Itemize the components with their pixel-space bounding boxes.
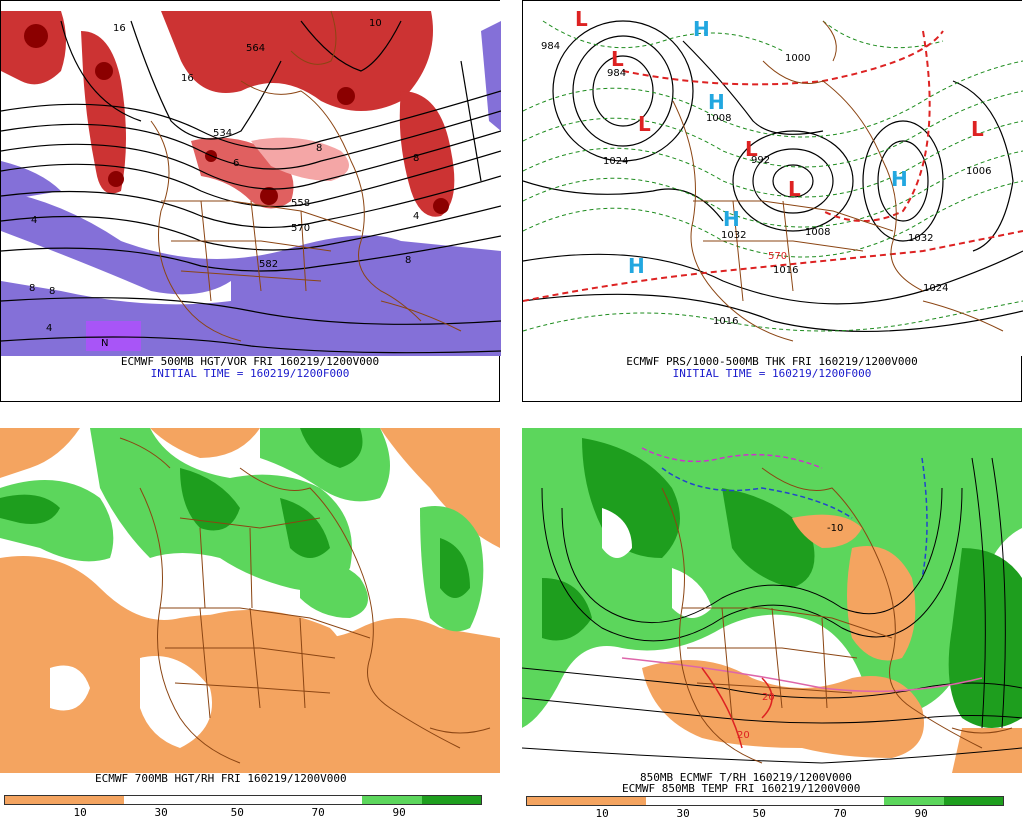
vor-label-6: 6 xyxy=(233,158,239,169)
panel-700mb-hgt-rh: ECMWF 700MB HGT/RH FRI 160219/1200V000 1… xyxy=(0,428,500,819)
vor-label-8d: 8 xyxy=(49,286,55,297)
vor-label-8a: 8 xyxy=(316,143,322,154)
colorbar-tick: 50 xyxy=(230,806,244,819)
low-symbol: L xyxy=(745,137,758,161)
isobar-label: 992 xyxy=(751,155,770,166)
colorbar-tick: 70 xyxy=(833,807,847,820)
high-symbol: H xyxy=(693,17,710,41)
vor-label-8c: 8 xyxy=(29,283,35,294)
pressure-thickness-map: L L L L L L H H H H H 984 984 1000 1008 … xyxy=(523,1,1023,356)
isobar-label: 1006 xyxy=(966,166,991,177)
isobar-label: 1024 xyxy=(603,156,628,167)
hgt-label-582: 582 xyxy=(259,259,278,270)
rh-colorbar-850-ticks: 10 30 50 70 90 xyxy=(526,807,1002,820)
high-symbol: H xyxy=(628,254,645,278)
panel4-title-1: 850MB ECMWF T/RH 160219/1200V000 xyxy=(640,771,852,784)
panel1-init-time: INITIAL TIME = 160219/1200F000 xyxy=(150,367,350,380)
rh-colorbar xyxy=(4,795,482,805)
vorticity-map: 534 558 570 582 564 16 16 10 8 8 6 4 4 8… xyxy=(1,1,501,356)
hgt-label-570: 570 xyxy=(291,223,310,234)
high-symbol: H xyxy=(891,167,908,191)
panel2-init-time: INITIAL TIME = 160219/1200F000 xyxy=(672,367,872,380)
vor-label-4b: 4 xyxy=(46,323,52,334)
isobar-label: 1016 xyxy=(713,316,738,327)
colorbar-tick: 10 xyxy=(595,807,609,820)
panel-500mb-hgt-vor: 534 558 570 582 564 16 16 10 8 8 6 4 4 8… xyxy=(0,0,501,402)
isobar-label: 1032 xyxy=(721,230,746,241)
hgt-label-534: 534 xyxy=(213,128,232,139)
isobar-label: 1032 xyxy=(908,233,933,244)
vor-label-16b: 16 xyxy=(181,73,194,84)
vor-label-10: 10 xyxy=(369,18,382,29)
thickness-label: 570 xyxy=(768,251,787,262)
panel1-title: ECMWF 500MB HGT/VOR FRI 160219/1200V000 xyxy=(120,355,380,368)
rh-colorbar-850 xyxy=(526,796,1004,806)
colorbar-tick: 30 xyxy=(676,807,690,820)
dry-region-850 xyxy=(642,660,924,758)
vor-label-4a: 4 xyxy=(31,215,37,226)
temp-label: -10 xyxy=(827,523,843,534)
panel-sfc-prs-thk: L L L L L L H H H H H 984 984 1000 1008 … xyxy=(522,0,1023,402)
colorbar-tick: 30 xyxy=(154,806,168,819)
panel-850mb-t-rh: -10 20 20 850MB ECMWF T/RH 160219/1200V0… xyxy=(522,428,1022,820)
colorbar-tick: 90 xyxy=(914,807,928,820)
high-symbol: H xyxy=(723,207,740,231)
low-symbol: L xyxy=(788,177,801,201)
rh-colorbar-ticks: 10 30 50 70 90 xyxy=(4,806,480,819)
temp-label: 20 xyxy=(737,730,750,741)
panel2-title: ECMWF PRS/1000-500MB THK FRI 160219/1200… xyxy=(626,355,918,368)
vor-label-8e: 8 xyxy=(405,255,411,266)
vor-label-16a: 16 xyxy=(113,23,126,34)
vor-label-4c: 4 xyxy=(413,211,419,222)
isobar-label: 984 xyxy=(607,68,626,79)
isobar-label: 984 xyxy=(541,41,560,52)
isobar-label: 1008 xyxy=(706,113,731,124)
isobar-label: 1016 xyxy=(773,265,798,276)
panel3-title: ECMWF 700MB HGT/RH FRI 160219/1200V000 xyxy=(95,772,347,785)
vor-label-8b: 8 xyxy=(413,153,419,164)
isobar-label: 1000 xyxy=(785,53,810,64)
hgt-label-558: 558 xyxy=(291,198,310,209)
vor-label-n: N xyxy=(101,338,108,349)
isobar-label: 1024 xyxy=(923,283,948,294)
temp-label: 20 xyxy=(762,692,775,703)
panel4-title-2: ECMWF 850MB TEMP FRI 160219/1200V000 xyxy=(622,782,861,795)
hgt-label-564: 564 xyxy=(246,43,265,54)
high-symbol: H xyxy=(708,90,725,114)
rh-850-map: -10 20 20 xyxy=(522,428,1022,773)
low-symbol: L xyxy=(575,7,588,31)
low-symbol: L xyxy=(611,47,624,71)
colorbar-tick: 90 xyxy=(392,806,406,819)
low-symbol: L xyxy=(971,117,984,141)
low-symbol: L xyxy=(638,112,651,136)
colorbar-tick: 50 xyxy=(752,807,766,820)
isobar-label: 1008 xyxy=(805,227,830,238)
rh-700-map xyxy=(0,428,500,773)
colorbar-tick: 10 xyxy=(73,806,87,819)
colorbar-tick: 70 xyxy=(311,806,325,819)
